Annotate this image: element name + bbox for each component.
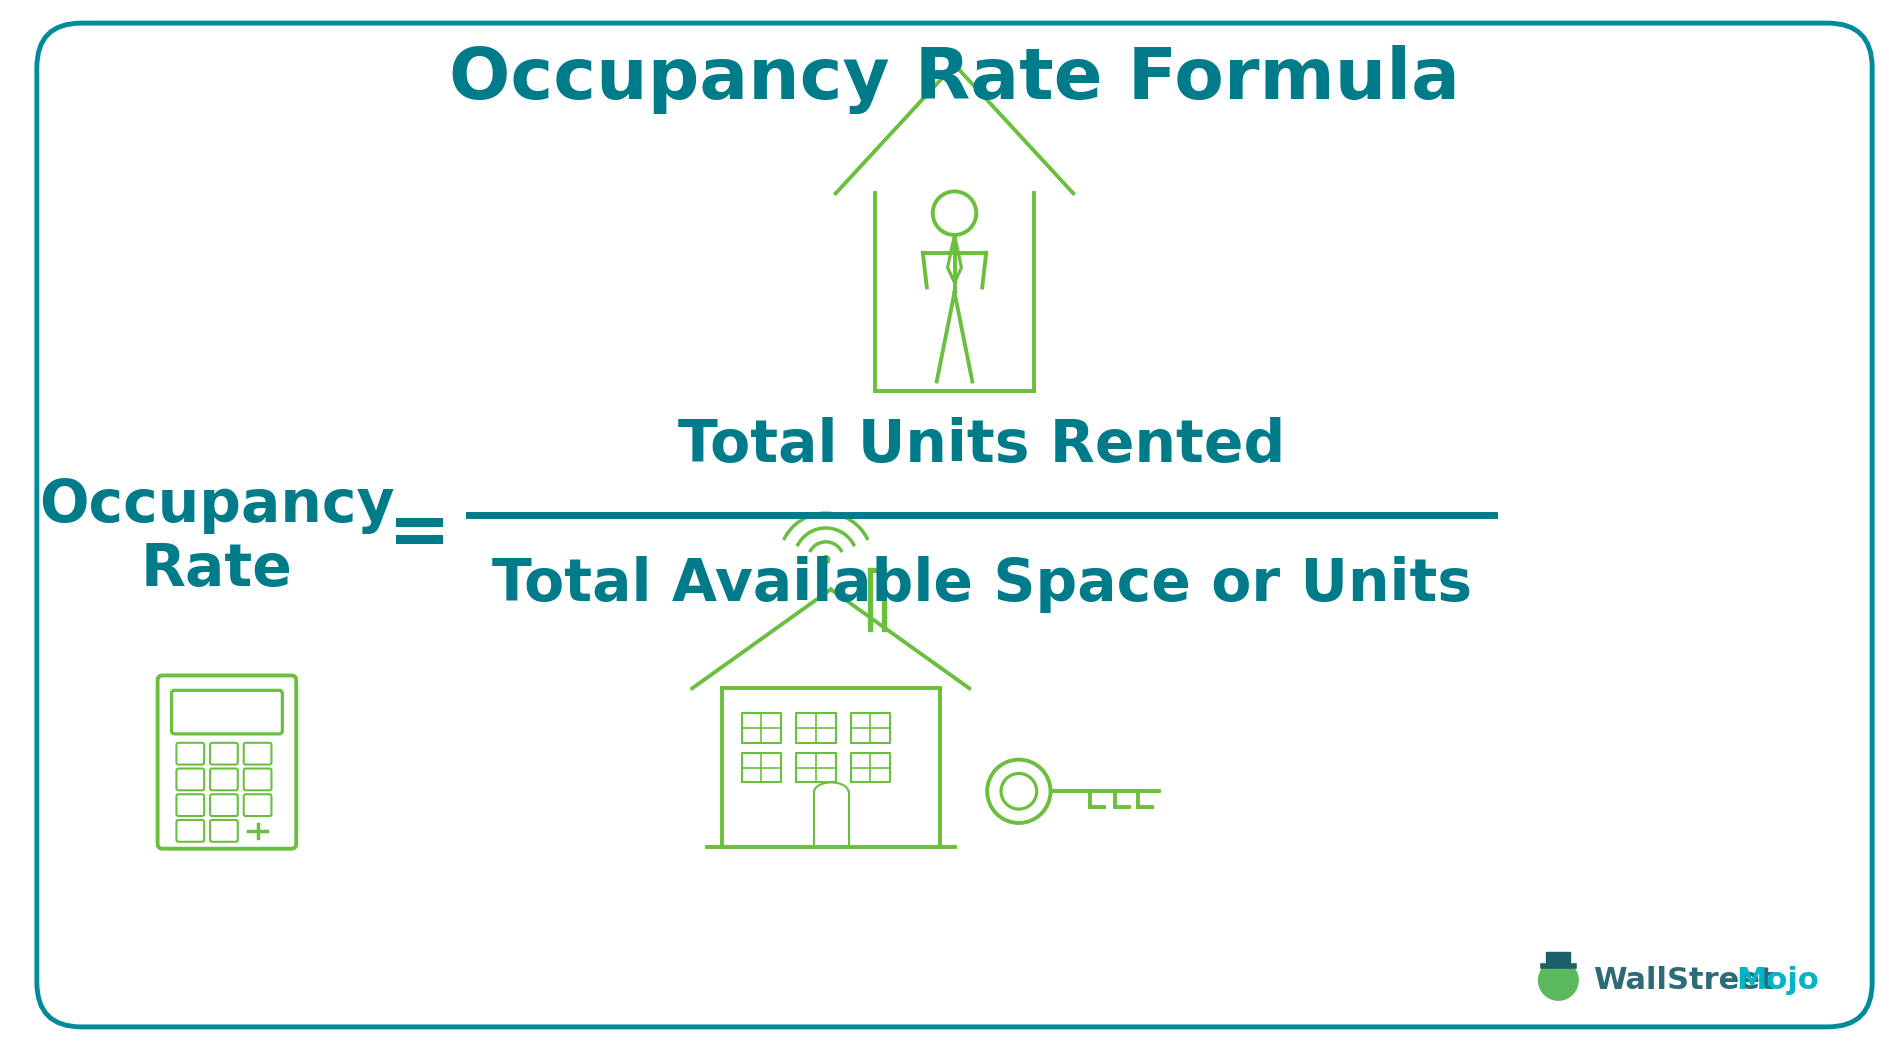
Text: Rate: Rate: [142, 541, 293, 598]
FancyBboxPatch shape: [36, 23, 1872, 1027]
FancyBboxPatch shape: [1545, 951, 1570, 966]
Text: Occupancy Rate Formula: Occupancy Rate Formula: [450, 45, 1458, 114]
Text: Mojo: Mojo: [1736, 966, 1819, 994]
Circle shape: [1538, 961, 1577, 1001]
Text: Total Units Rented: Total Units Rented: [678, 417, 1285, 475]
Text: =: =: [389, 499, 451, 571]
Text: Total Available Space or Units: Total Available Space or Units: [491, 555, 1472, 613]
Circle shape: [822, 555, 829, 564]
Text: WallStreet: WallStreet: [1592, 966, 1774, 994]
Text: Occupancy: Occupancy: [40, 477, 395, 533]
